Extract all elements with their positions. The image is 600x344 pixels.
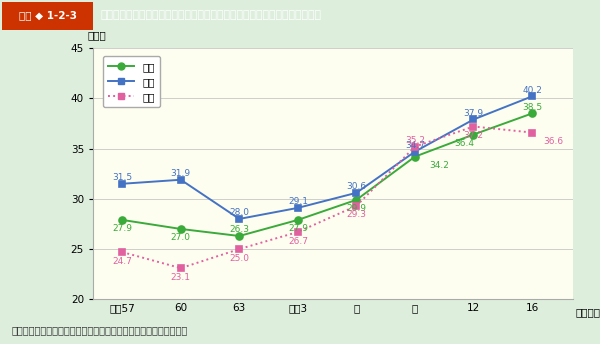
Text: 36.4: 36.4 <box>455 139 475 148</box>
Text: 29.9: 29.9 <box>346 204 367 213</box>
Text: 29.3: 29.3 <box>346 211 367 219</box>
Text: 31.5: 31.5 <box>112 173 133 182</box>
Text: 37.9: 37.9 <box>463 109 484 118</box>
Text: 31.9: 31.9 <box>171 169 191 178</box>
Text: 30.6: 30.6 <box>346 182 367 191</box>
Text: （％）: （％） <box>87 30 106 40</box>
Text: 24.7: 24.7 <box>112 257 132 266</box>
Text: 40.2: 40.2 <box>522 86 542 95</box>
Text: 25.0: 25.0 <box>229 254 250 262</box>
Bar <box>2 2 93 30</box>
Text: 34.7: 34.7 <box>405 141 425 150</box>
Text: 34.2: 34.2 <box>430 161 449 170</box>
Text: 36.6: 36.6 <box>544 137 564 146</box>
Text: 35.2: 35.2 <box>405 136 425 144</box>
Text: 27.9: 27.9 <box>112 224 132 233</box>
Text: 29.1: 29.1 <box>288 197 308 206</box>
Text: 26.7: 26.7 <box>288 237 308 246</box>
Legend: 全体, 男性, 女性: 全体, 男性, 女性 <box>103 56 160 107</box>
Text: （年度）: （年度） <box>576 307 600 317</box>
Text: 37.2: 37.2 <box>463 131 484 140</box>
Text: 28.0: 28.0 <box>229 208 250 217</box>
Text: 26.3: 26.3 <box>229 225 250 235</box>
Text: 27.9: 27.9 <box>288 224 308 233</box>
Text: 27.0: 27.0 <box>171 233 191 242</box>
Text: 23.1: 23.1 <box>171 273 191 282</box>
Text: スポーツ実施率の推移（週１回以上運動・スポーツを行う者の割合の推移）: スポーツ実施率の推移（週１回以上運動・スポーツを行う者の割合の推移） <box>100 10 321 20</box>
Text: 38.5: 38.5 <box>522 103 542 112</box>
Text: （資料）内閣府「体力・スポーツに関する世論調査」に基づき算出: （資料）内閣府「体力・スポーツに関する世論調査」に基づき算出 <box>12 325 188 335</box>
Text: 図表 ◆ 1-2-3: 図表 ◆ 1-2-3 <box>19 10 77 20</box>
